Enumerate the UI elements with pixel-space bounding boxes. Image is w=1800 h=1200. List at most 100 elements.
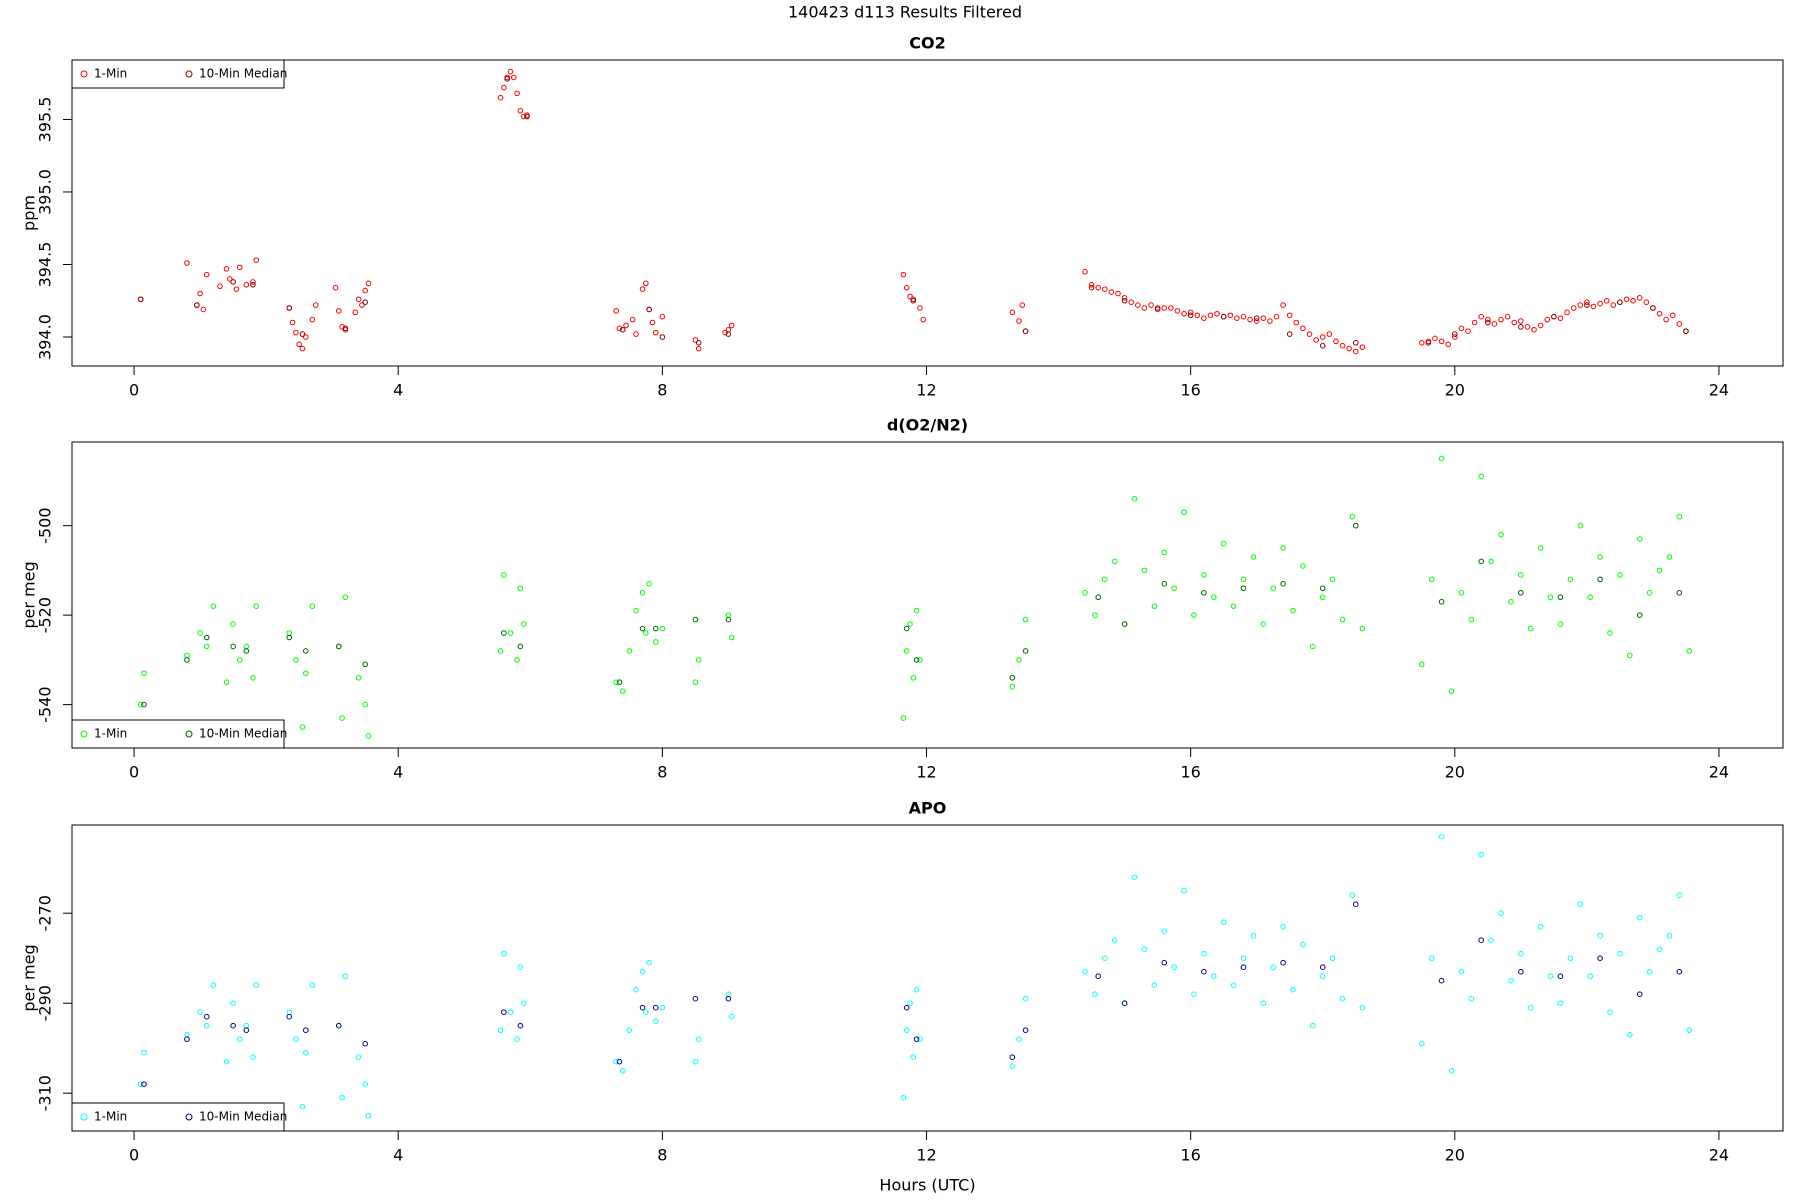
data-point [1171, 585, 1177, 592]
data-point [1092, 991, 1098, 998]
data-point [1253, 318, 1260, 324]
data-point [302, 1027, 309, 1033]
data-point [1088, 281, 1095, 288]
data-point [1115, 290, 1121, 297]
data-point [230, 643, 236, 650]
data-point [1498, 531, 1504, 538]
legend-marker [185, 730, 193, 738]
data-point [1141, 946, 1148, 953]
data-point [339, 1094, 345, 1101]
data-point [1009, 674, 1016, 681]
x-tick-label: 24 [1709, 381, 1729, 400]
data-point [1286, 331, 1293, 337]
data-point [1300, 563, 1306, 569]
data-point [1352, 348, 1359, 355]
data-point [1230, 982, 1237, 989]
data-point [1346, 345, 1352, 352]
data-point [1253, 315, 1260, 321]
data-point [1194, 312, 1201, 319]
data-point [355, 1054, 362, 1060]
data-point [504, 76, 510, 82]
data-point [243, 1027, 250, 1033]
data-point [1141, 305, 1148, 311]
data-point [1220, 919, 1227, 926]
data-point [332, 284, 339, 291]
data-point [725, 331, 732, 337]
data-point [1656, 567, 1663, 574]
data-point [652, 1004, 659, 1011]
y-tick-label: -270 [36, 895, 55, 931]
data-point [1319, 342, 1326, 349]
y-axis-label: per meg [20, 944, 39, 1011]
legend-label: 10-Min Median [199, 1110, 287, 1124]
data-point [1607, 630, 1613, 636]
data-point [692, 337, 699, 343]
data-point [1418, 339, 1425, 346]
data-point [1286, 312, 1293, 319]
data-point [1537, 545, 1544, 551]
data-point [1181, 509, 1187, 516]
data-point [1577, 522, 1584, 529]
data-point [695, 345, 702, 352]
data-point [1518, 968, 1524, 975]
data-point [1329, 576, 1336, 583]
data-point [1191, 612, 1197, 618]
data-point [302, 1049, 309, 1056]
data-point [1626, 1031, 1633, 1038]
data-point [646, 306, 652, 313]
data-point [1676, 513, 1683, 520]
data-point [633, 986, 639, 993]
data-point [1498, 910, 1504, 917]
data-point [289, 319, 296, 326]
data-point [1531, 326, 1537, 333]
data-point [335, 308, 342, 314]
data-point [1458, 589, 1465, 596]
data-point [1260, 1000, 1267, 1007]
data-point [194, 302, 200, 308]
data-point [250, 1054, 256, 1060]
data-point [141, 1081, 147, 1087]
data-point [900, 715, 907, 721]
data-point [1656, 946, 1663, 953]
data-point [230, 621, 236, 627]
x-tick-label: 0 [129, 381, 139, 400]
data-point [250, 674, 256, 681]
data-point [1022, 328, 1029, 334]
data-point [362, 1081, 369, 1087]
data-point [659, 1004, 666, 1011]
data-point [184, 1031, 190, 1038]
data-point [1290, 986, 1296, 993]
data-point [903, 1027, 910, 1033]
data-point [1676, 321, 1683, 327]
data-point [646, 581, 652, 587]
data-point [1092, 612, 1098, 618]
panel: d(O2/N2) 0 4 8 12 16 20 24 -540 -520 -500 per meg 1-… [20, 416, 1784, 782]
data-point [1630, 297, 1636, 304]
y-axis-label: ppm [20, 195, 39, 231]
data-point [1191, 991, 1197, 998]
data-point [210, 982, 217, 989]
data-point [293, 329, 299, 336]
data-point [1174, 308, 1181, 314]
data-point [1240, 964, 1247, 971]
data-point [286, 1009, 293, 1016]
data-point [903, 625, 910, 632]
data-point [728, 634, 735, 641]
data-point [1290, 607, 1296, 614]
y-tick-label: 395.0 [36, 169, 55, 215]
data-point [1478, 473, 1485, 480]
data-point [1663, 316, 1669, 323]
data-point [1280, 923, 1286, 930]
data-point [501, 572, 507, 578]
data-point [286, 1013, 293, 1020]
data-point [1352, 339, 1359, 346]
data-point [1518, 589, 1524, 596]
data-point [230, 279, 236, 285]
data-point [1210, 973, 1217, 980]
data-point [1349, 513, 1356, 520]
data-point [1352, 901, 1359, 908]
data-point [633, 607, 639, 614]
x-tick-label: 20 [1445, 381, 1465, 400]
x-tick-label: 20 [1445, 763, 1465, 782]
data-point [695, 339, 702, 346]
